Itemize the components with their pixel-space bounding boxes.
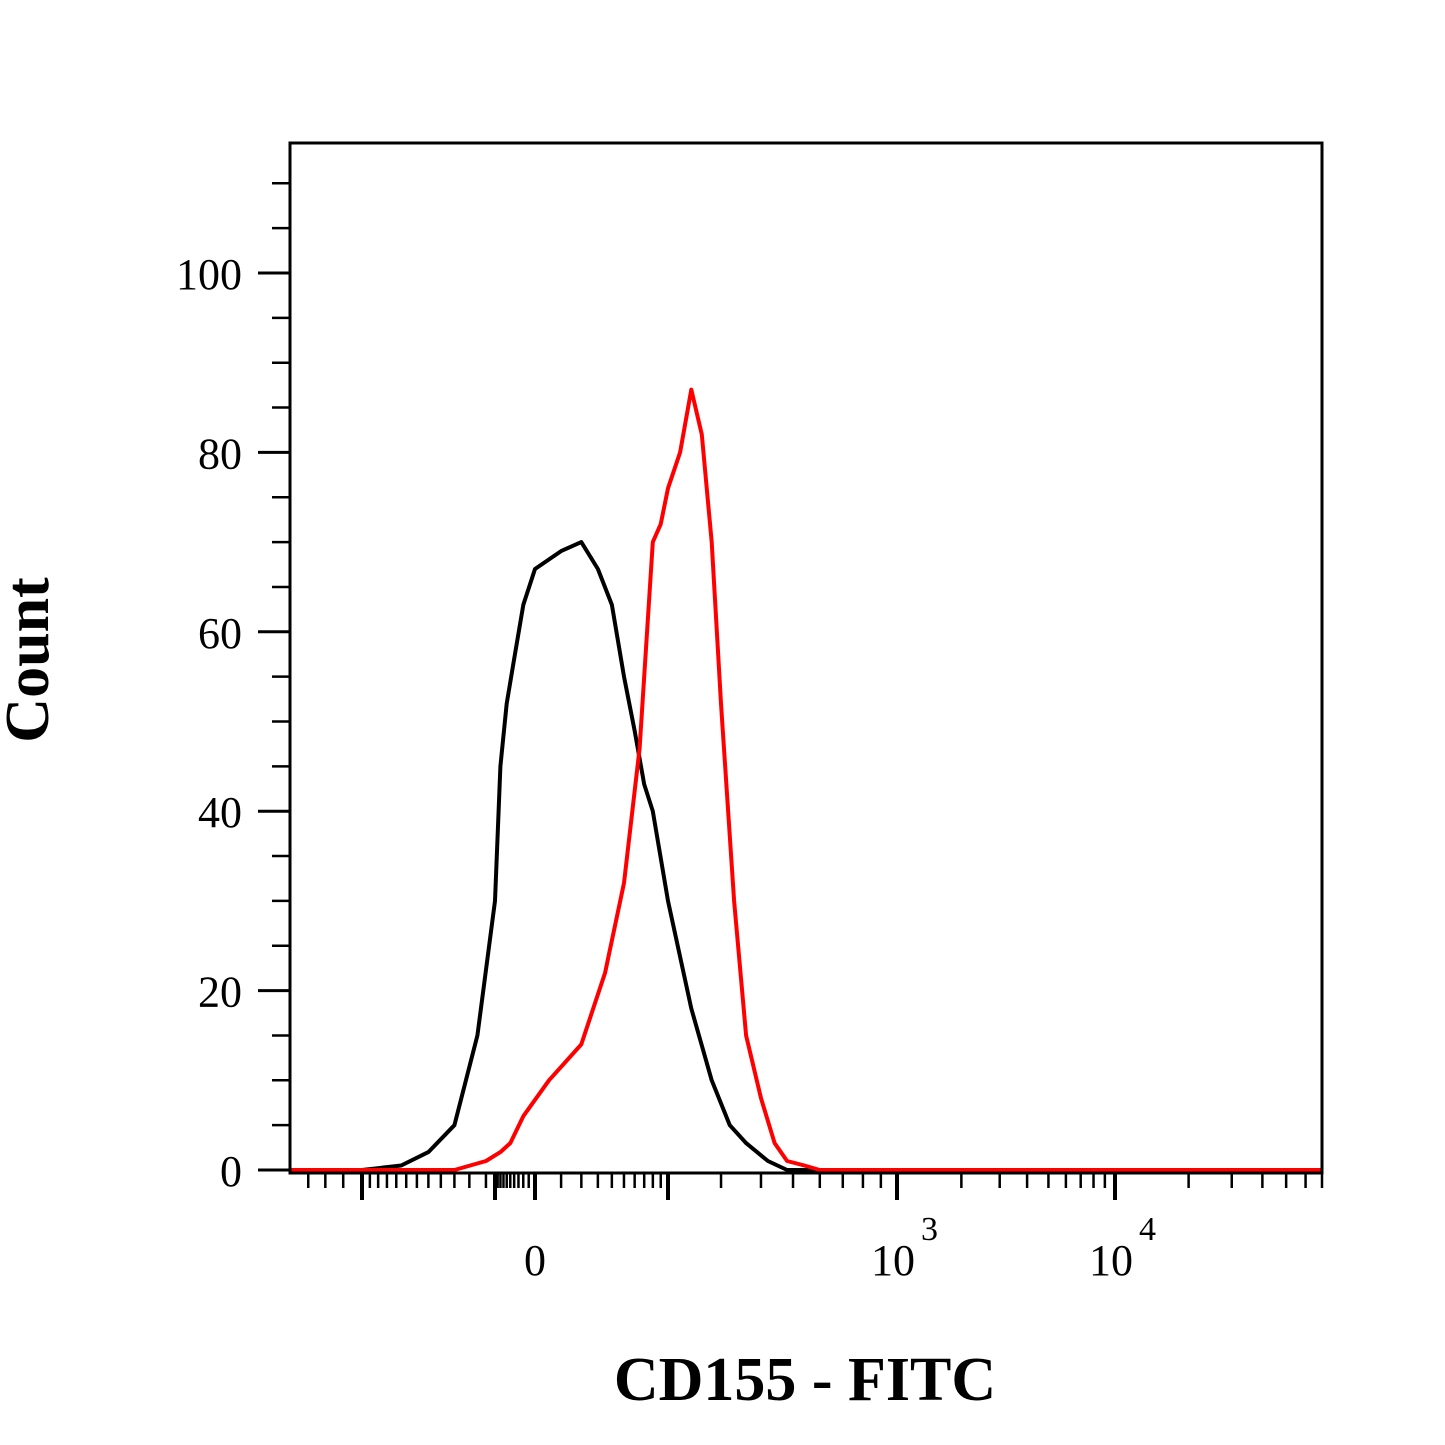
y-axis-title: Count bbox=[0, 577, 62, 743]
y-tick-label: 20 bbox=[198, 968, 242, 1017]
series-line-black bbox=[290, 540, 1322, 1172]
series-line-red bbox=[290, 387, 1322, 1172]
y-tick-label: 40 bbox=[198, 788, 242, 837]
x-axis-title: CD155 - FITC bbox=[614, 1346, 996, 1414]
y-tick-label: 100 bbox=[176, 250, 242, 299]
x-tick-label-exponent: 3 bbox=[921, 1211, 938, 1248]
x-tick-label-base: 10 bbox=[871, 1236, 915, 1285]
y-tick-label: 60 bbox=[198, 609, 242, 658]
x-axis-ticks bbox=[307, 1173, 1324, 1200]
plot-frame bbox=[288, 141, 1324, 1175]
y-axis-ticks bbox=[258, 182, 290, 1172]
x-tick-label: 0 bbox=[524, 1236, 546, 1285]
series-layer bbox=[290, 387, 1322, 1172]
y-tick-label: 80 bbox=[198, 429, 242, 478]
x-tick-label-base: 10 bbox=[1089, 1236, 1133, 1285]
y-tick-labels: 0 20 40 60 80 100 bbox=[176, 250, 242, 1196]
x-tick-label-exponent: 4 bbox=[1139, 1211, 1156, 1248]
y-tick-label: 0 bbox=[220, 1147, 242, 1196]
